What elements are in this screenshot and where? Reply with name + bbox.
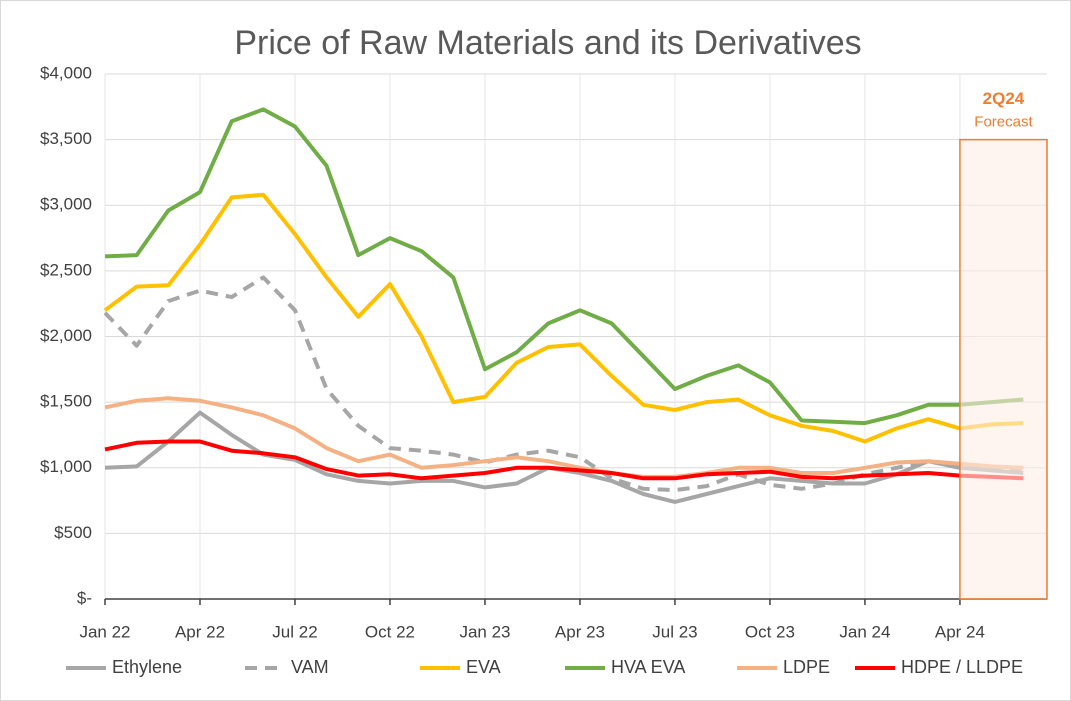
- forecast-title: 2Q24: [983, 89, 1025, 108]
- x-tick-label: Apr 22: [175, 622, 225, 641]
- x-tick-label: Apr 23: [555, 622, 605, 641]
- x-tick-label: Jan 23: [459, 622, 510, 641]
- legend-label: HDPE / LLDPE: [901, 657, 1023, 677]
- y-tick-label: $500: [54, 523, 92, 542]
- legend-label: HVA EVA: [611, 657, 685, 677]
- y-tick-label: $-: [77, 588, 92, 607]
- legend-label: VAM: [291, 657, 329, 677]
- x-tick-label: Jul 22: [272, 622, 317, 641]
- legend-label: Ethylene: [112, 657, 182, 677]
- y-tick-label: $3,000: [40, 195, 92, 214]
- y-tick-label: $2,000: [40, 326, 92, 345]
- x-tick-label: Apr 24: [935, 622, 985, 641]
- legend-label: EVA: [466, 657, 501, 677]
- y-tick-label: $4,000: [40, 63, 92, 82]
- series-line: [104, 107, 1024, 426]
- x-tick-label: Jan 22: [79, 622, 130, 641]
- series-line: [104, 439, 1024, 481]
- y-tick-label: $2,500: [40, 260, 92, 279]
- forecast-box: [959, 138, 1048, 600]
- legend-label: LDPE: [783, 657, 830, 677]
- y-tick-label: $3,500: [40, 129, 92, 148]
- chart-title: Price of Raw Materials and its Derivativ…: [234, 24, 861, 62]
- y-tick-label: $1,500: [40, 392, 92, 411]
- series-line: [103, 192, 1024, 444]
- forecast-text: Forecast: [974, 114, 1033, 131]
- x-tick-label: Oct 23: [745, 622, 795, 641]
- series-line: [104, 396, 1024, 479]
- x-tick-label: Jul 23: [652, 622, 697, 641]
- y-tick-label: $1,000: [40, 457, 92, 476]
- x-tick-label: Oct 22: [365, 622, 415, 641]
- x-tick-label: Jan 24: [839, 622, 890, 641]
